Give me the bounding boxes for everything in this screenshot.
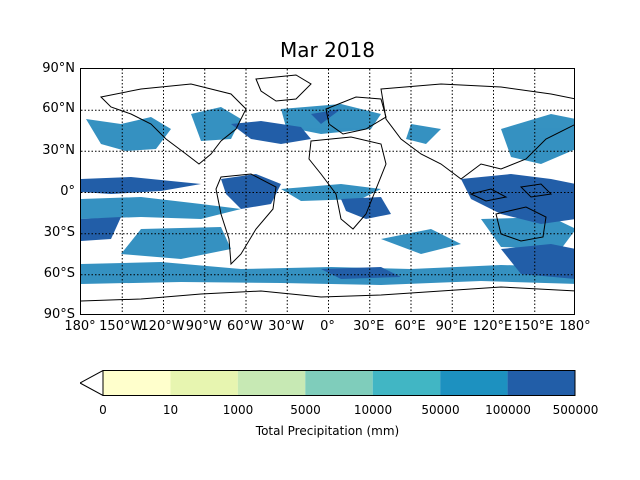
lat-label-60s: 60°S [43,266,75,281]
lat-label-60n: 60°N [42,101,75,116]
colorbar-tick-1: 10 [162,403,179,417]
lon-label-90e: 90°E [435,319,467,334]
lon-label-120w: 120°W [140,319,185,334]
colorbar-tick-6: 100000 [485,403,531,417]
lat-label-0: 0° [60,184,75,199]
colorbar-outline [102,370,576,396]
colorbar-tick-5: 50000 [421,403,460,417]
colorbar-cell [440,370,508,396]
colorbar-cell [237,370,306,396]
lon-label-180e: 180° [559,319,591,334]
lon-label-150e: 150°E [513,319,554,334]
lon-label-0: 0° [320,319,335,334]
precipitation-layer [81,104,574,285]
lon-label-60w: 60°W [227,319,263,334]
colorbar-tick-0: 0 [99,403,107,417]
lon-label-30e: 30°E [353,319,385,334]
colorbar-cell [372,370,441,396]
colorbar-extend-arrow [80,370,104,396]
graticule [81,69,574,314]
lon-label-90w: 90°W [185,319,222,334]
precipitation-map [80,68,575,315]
colorbar-tick-3: 5000 [290,403,321,417]
colorbar-tick-2: 1000 [222,403,254,417]
lon-label-30w: 30°W [268,319,305,334]
colorbar-cell [103,370,171,396]
colorbar-tick-4: 10000 [353,403,393,417]
colorbar [80,370,576,396]
colorbar-tick-7: 500000 [552,403,599,417]
lon-label-60e: 60°E [394,319,426,334]
colorbar-cell [507,370,575,396]
lon-label-120e: 120°E [472,319,513,334]
lat-label-30s: 30°S [43,225,75,240]
colorbar-cell [170,370,238,396]
map-title: Mar 2018 [280,38,375,62]
lat-label-90n: 90°N [42,61,75,76]
lat-label-30n: 30°N [42,143,75,158]
lon-label-150w: 150°W [99,319,144,334]
heavy-precipitation-layer [81,109,574,279]
colorbar-cell [305,370,373,396]
colorbar-title: Total Precipitation (mm) [255,424,400,438]
lat-label-90s: 90°S [43,307,75,322]
lon-label-180w: 180° [64,319,96,334]
